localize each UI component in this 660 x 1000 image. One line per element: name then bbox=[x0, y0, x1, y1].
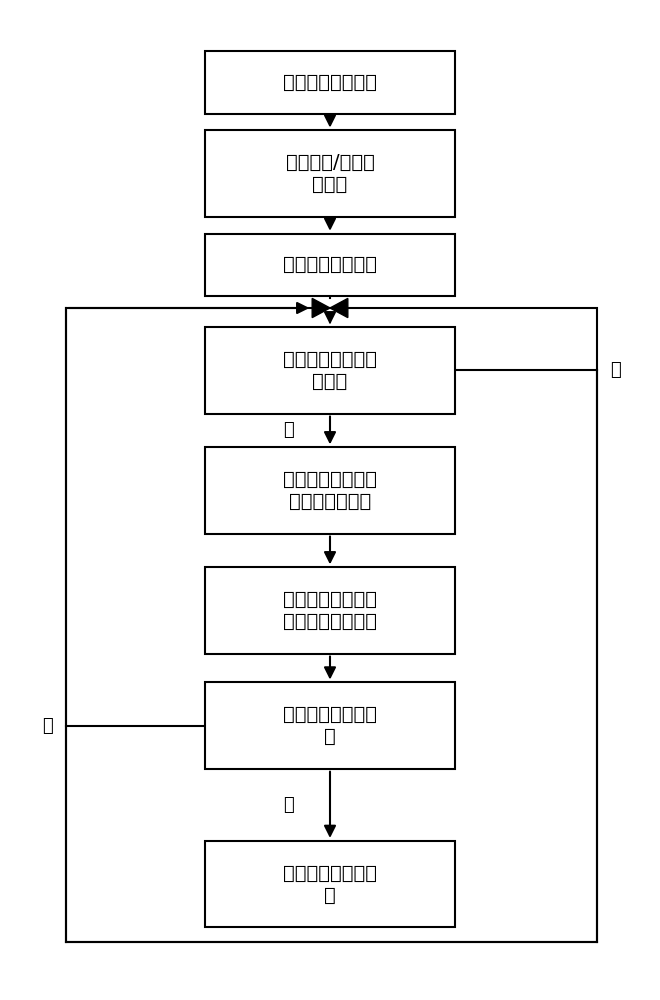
Bar bbox=[205, 841, 455, 927]
Bar bbox=[205, 51, 455, 114]
Text: 是: 是 bbox=[283, 796, 294, 814]
Bar bbox=[205, 327, 455, 414]
Text: 扩充两个点周边数
据，建立直线方程: 扩充两个点周边数 据，建立直线方程 bbox=[283, 590, 377, 631]
Polygon shape bbox=[330, 298, 348, 318]
Text: 调整弧段经度范围: 调整弧段经度范围 bbox=[283, 255, 377, 274]
Bar bbox=[205, 567, 455, 654]
Bar bbox=[205, 130, 455, 217]
Bar bbox=[66, 308, 597, 942]
Text: 交叉点精确位置计
算: 交叉点精确位置计 算 bbox=[283, 863, 377, 904]
Text: 初步判断交叉点是
否存在: 初步判断交叉点是 否存在 bbox=[283, 350, 377, 391]
Text: 是: 是 bbox=[283, 421, 294, 439]
Text: 导入卫星测高数据: 导入卫星测高数据 bbox=[283, 73, 377, 92]
Text: 最小距离法确定最
邻近两个数据点: 最小距离法确定最 邻近两个数据点 bbox=[283, 470, 377, 511]
Text: 否: 否 bbox=[42, 717, 53, 735]
Bar bbox=[205, 234, 455, 296]
Text: 否: 否 bbox=[610, 361, 620, 379]
Bar bbox=[205, 447, 455, 534]
Text: 判断是否存在交叉
点: 判断是否存在交叉 点 bbox=[283, 705, 377, 746]
Polygon shape bbox=[312, 298, 330, 318]
Bar bbox=[205, 682, 455, 769]
Text: 分离上升/下降轨
道数据: 分离上升/下降轨 道数据 bbox=[286, 153, 374, 194]
